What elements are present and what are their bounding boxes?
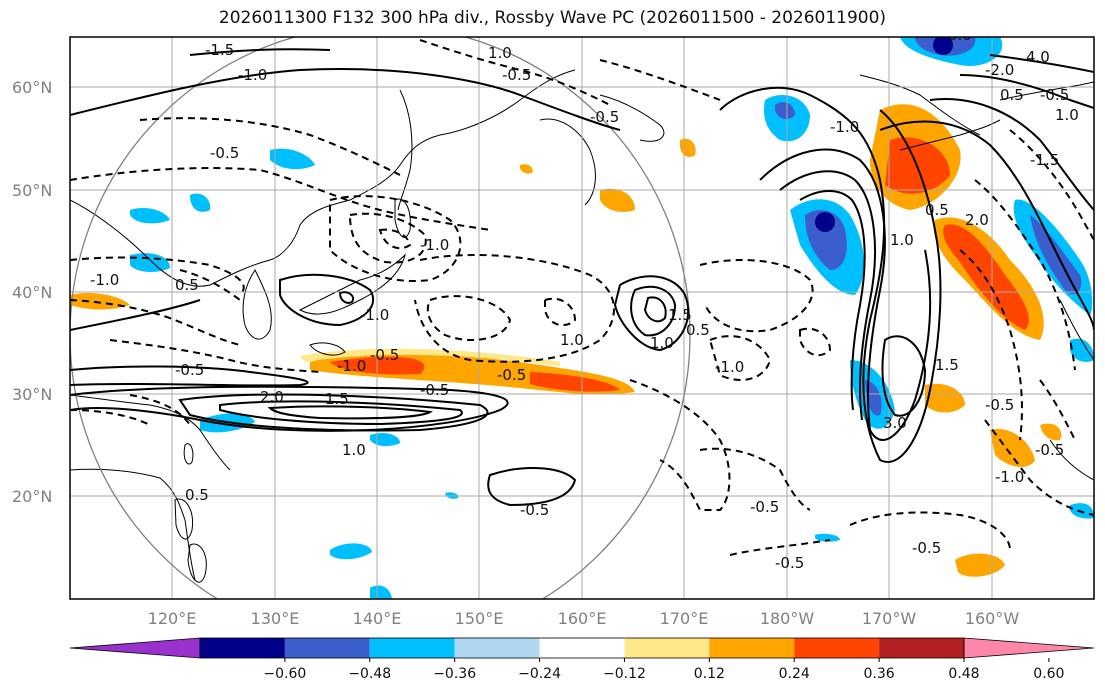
contour-label: -1.0 [830,118,859,136]
colorbar-swatch [624,638,710,658]
map-frame [69,36,1095,600]
colorbar-swatch [539,638,625,658]
contour-label: -0.5 [420,381,449,399]
contour-label: -1.0 [337,357,366,375]
lon-label: 130°E [251,609,300,628]
lon-label: 170°E [660,609,709,628]
colorbar-swatch [879,638,964,658]
contour-label: -0.5 [175,361,204,379]
colorbar-extend-high [963,637,1095,659]
lat-label: 50°N [12,181,52,200]
colorbar-tick-label: 0.48 [948,666,979,682]
map-title: 2026011300 F132 300 hPa div., Rossby Wav… [218,8,887,28]
contour-label: 0.5 [925,201,949,219]
contour-label: 4.0 [1026,48,1050,66]
colorbar-tick-label: 0.12 [694,666,725,682]
contour-label: -0.5 [912,539,941,557]
contour-label: 3.0 [948,26,972,44]
contour-label: -0.5 [1035,441,1064,459]
contour-label: 2.0 [260,388,284,406]
lon-label: 120°E [148,609,197,628]
lat-label: 40°N [12,283,52,302]
contour-label: -0.5 [750,498,779,516]
negative-contours [70,39,1094,556]
lon-label: 140°E [353,609,402,628]
contour-label: 1.0 [488,44,512,62]
colorbar-tick-label: −0.60 [263,666,306,682]
reference-circle [70,37,691,599]
contour-label: -1.0 [360,306,389,324]
colorbar-swatch [454,638,540,658]
colorbar-swatch [284,638,370,658]
contour-label: -0.5 [1040,86,1069,104]
colorbar-extend-low [69,637,201,659]
colorbar-tick-label: −0.48 [348,666,391,682]
contour-label: 0.5 [1000,86,1024,104]
contour-labels: -1.5 -1.0 -0.5 1.0 -0.5 -1.0 -1.0 -1.0 -… [90,26,1079,572]
colorbar: −0.60 −0.48 −0.36 −0.24 −0.12 0.12 0.24 0.36 0.4… [69,637,1095,682]
lon-label: 160°E [558,609,607,628]
colorbar-swatch [794,638,880,658]
contour-label: 3.0 [883,414,907,432]
positive-contours [70,48,1094,507]
graticule [70,37,1094,599]
contour-label: 1.5 [668,306,692,324]
lon-label: 160°W [965,609,1020,628]
contour-label: 1.0 [560,331,584,349]
colorbar-swatch [369,638,455,658]
contour-label: 2.0 [965,211,989,229]
contour-label: -0.5 [985,396,1014,414]
contour-label: -1.0 [995,468,1024,486]
colorbar-swatch [709,638,795,658]
colorbar-tick-label: −0.24 [518,666,561,682]
contour-label: 1.0 [342,441,366,459]
longitude-labels: 120°E 130°E 140°E 150°E 160°E 170°E 180°… [148,609,1020,628]
contour-label: -0.5 [590,108,619,126]
colorbar-outline [199,637,965,659]
contour-label: -0.5 [775,554,804,572]
colorbar-tick-label: 0.36 [864,666,895,682]
contour-label: -1.5 [1030,151,1059,169]
contour-label: -2.0 [985,61,1014,79]
contour-label: 0.5 [175,276,199,294]
contour-label: -1.0 [238,66,267,84]
contour-label: -0.5 [210,144,239,162]
latitude-labels: 60°N 50°N 40°N 30°N 20°N [12,78,52,506]
contour-label: 0.5 [686,321,710,339]
lon-label: 170°W [862,609,917,628]
lat-label: 60°N [12,78,52,97]
contour-label: -1.0 [420,236,449,254]
contour-label: 1.0 [1055,106,1079,124]
colorbar-tick-label: −0.12 [603,666,646,682]
contour-label: -0.5 [497,366,526,384]
contour-label: 1.5 [325,390,349,408]
lon-label: 150°E [455,609,504,628]
contour-label: 1.5 [935,356,959,374]
lat-label: 20°N [12,487,52,506]
lon-label: 180°W [760,609,815,628]
contour-label: -1.0 [715,358,744,376]
colorbar-tick-label: 0.60 [1033,666,1064,682]
lat-label: 30°N [12,385,52,404]
contour-label: -0.5 [370,346,399,364]
contour-label: -1.0 [90,271,119,289]
colorbar-tick-label: 0.24 [779,666,810,682]
contour-label: 1.0 [890,231,914,249]
contour-label: -0.5 [502,66,531,84]
contour-label: -0.5 [520,501,549,519]
contour-label: -1.5 [205,41,234,59]
contour-label: 1.0 [650,334,674,352]
contour-label: 0.5 [185,486,209,504]
colorbar-tick-label: −0.36 [433,666,476,682]
colorbar-swatch [200,638,285,658]
